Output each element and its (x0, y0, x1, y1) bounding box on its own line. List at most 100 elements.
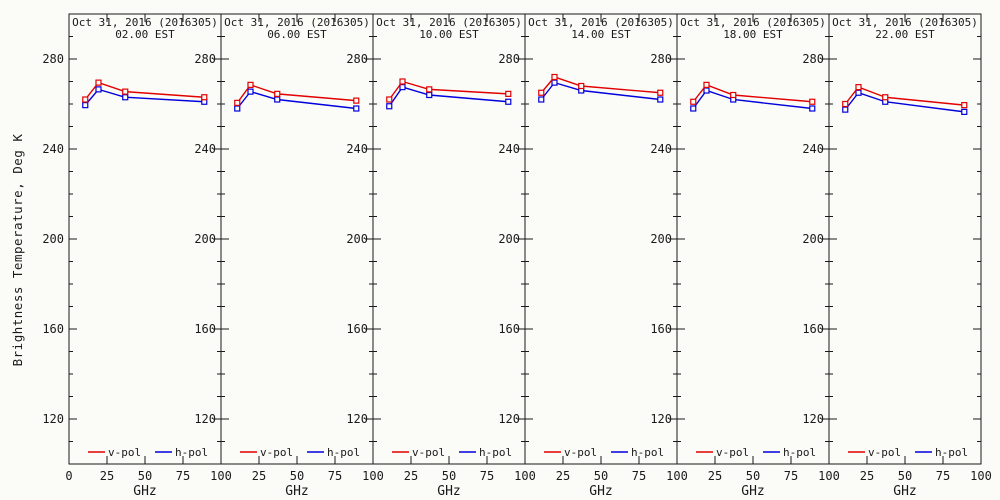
h-pol-marker (399, 84, 406, 91)
x-tick-label: 50 (746, 469, 760, 483)
h-pol-marker (809, 105, 816, 112)
v-pol-line (844, 86, 965, 106)
h-pol-marker (690, 105, 697, 112)
y-tick-label: 160 (498, 322, 520, 336)
x-tick-label: 25 (860, 469, 874, 483)
x-axis-label: GHz (893, 484, 916, 499)
x-tick-label: 25 (252, 469, 266, 483)
y-tick-label: 160 (346, 322, 368, 336)
y-tick-label: 120 (498, 412, 520, 426)
h-pol-marker (961, 108, 968, 115)
y-tick-label: 120 (802, 412, 824, 426)
y-tick-label: 200 (194, 232, 216, 246)
h-pol-line (388, 86, 509, 107)
y-tick-label: 280 (498, 52, 520, 66)
h-pol-marker (274, 96, 281, 103)
legend-v-pol-label: v-pol (260, 446, 293, 459)
x-tick-label: 25 (556, 469, 570, 483)
h-pol-marker (353, 105, 360, 112)
h-pol-marker (386, 103, 393, 110)
x-tick-label: 100 (210, 469, 232, 483)
y-tick-label: 200 (498, 232, 520, 246)
x-tick-label: 100 (666, 469, 688, 483)
y-tick-label: 120 (346, 412, 368, 426)
y-tick-label: 200 (42, 232, 64, 246)
v-pol-marker (809, 98, 816, 105)
legend-h-pol-label: h-pol (935, 446, 968, 459)
x-tick-label: 25 (100, 469, 114, 483)
x-tick-label: 75 (936, 469, 950, 483)
legend-v-pol-label: v-pol (412, 446, 445, 459)
panel-1: 280 240 200 160 120 0 25 50 75 100 GHz Oct 31, 2016… (42, 13, 232, 499)
v-pol-marker (842, 100, 849, 108)
h-pol-marker (657, 96, 664, 103)
v-pol-marker (882, 94, 889, 101)
v-pol-marker (426, 86, 433, 93)
y-tick-label: 200 (650, 232, 672, 246)
x-tick-label: 100 (970, 469, 992, 483)
x-tick-label: 25 (708, 469, 722, 483)
v-pol-marker (657, 89, 664, 96)
legend-v-pol-label: v-pol (564, 446, 597, 459)
x-tick-label: 75 (328, 469, 342, 483)
h-pol-marker (538, 96, 545, 103)
x-axis-label: GHz (133, 484, 156, 499)
h-pol-line (540, 81, 661, 101)
y-tick-label: 160 (802, 322, 824, 336)
x-tick-label: 50 (898, 469, 912, 483)
panel-title-date: Oct 31, 2016 (2016305) (376, 16, 522, 29)
y-tick-label: 120 (194, 412, 216, 426)
x-tick-label: 75 (480, 469, 494, 483)
legend-h-pol-label: h-pol (631, 446, 664, 459)
y-axis-title: Brightness Temperature, Deg K (10, 134, 25, 367)
v-pol-marker (353, 97, 360, 104)
panel-title-time: 14.00 EST (571, 28, 631, 41)
y-tick-label: 160 (194, 322, 216, 336)
x-tick-label: 50 (138, 469, 152, 483)
y-tick-label: 240 (802, 142, 824, 156)
y-tick-label: 240 (498, 142, 520, 156)
panel-2: 280 240 200 160 120 25 50 75 100 GHz Oct 31, 2016 … (194, 13, 384, 499)
x-tick-label: 50 (290, 469, 304, 483)
y-tick-label: 240 (650, 142, 672, 156)
x-tick-label: 75 (784, 469, 798, 483)
v-pol-marker (551, 73, 558, 81)
panel-title-date: Oct 31, 2016 (2016305) (72, 16, 218, 29)
x-axis-label: GHz (589, 484, 612, 499)
x-axis-label: GHz (437, 484, 460, 499)
v-pol-marker (122, 88, 129, 95)
legend-h-pol-label: h-pol (175, 446, 208, 459)
x-tick-label: 50 (442, 469, 456, 483)
panel-title-time: 10.00 EST (419, 28, 479, 41)
h-pol-marker (505, 98, 512, 105)
x-tick-label: 75 (632, 469, 646, 483)
h-pol-line (84, 88, 205, 106)
y-tick-label: 200 (346, 232, 368, 246)
panel-title-time: 06.00 EST (267, 28, 327, 41)
panel-title-time: 02.00 EST (115, 28, 175, 41)
y-tick-label: 240 (346, 142, 368, 156)
legend-h-pol-label: h-pol (327, 446, 360, 459)
v-pol-marker (855, 84, 862, 91)
panel-title-date: Oct 31, 2016 (2016305) (224, 16, 370, 29)
v-pol-marker (234, 99, 241, 106)
h-pol-line (236, 90, 357, 110)
v-pol-marker (95, 79, 102, 86)
v-pol-line (388, 80, 509, 100)
panel-title-time: 22.00 EST (875, 28, 935, 41)
v-pol-line (236, 84, 357, 104)
y-tick-label: 280 (194, 52, 216, 66)
y-tick-label: 120 (650, 412, 672, 426)
h-pol-line (692, 89, 813, 110)
x-axis-label: GHz (285, 484, 308, 499)
y-tick-label: 280 (802, 52, 824, 66)
v-pol-marker (247, 81, 254, 88)
legend-v-pol-label: v-pol (108, 446, 141, 459)
panel-title-time: 18.00 EST (723, 28, 783, 41)
x-tick-label: 75 (176, 469, 190, 483)
v-pol-line (540, 76, 661, 94)
v-pol-marker (399, 78, 406, 85)
v-pol-marker (505, 90, 512, 97)
